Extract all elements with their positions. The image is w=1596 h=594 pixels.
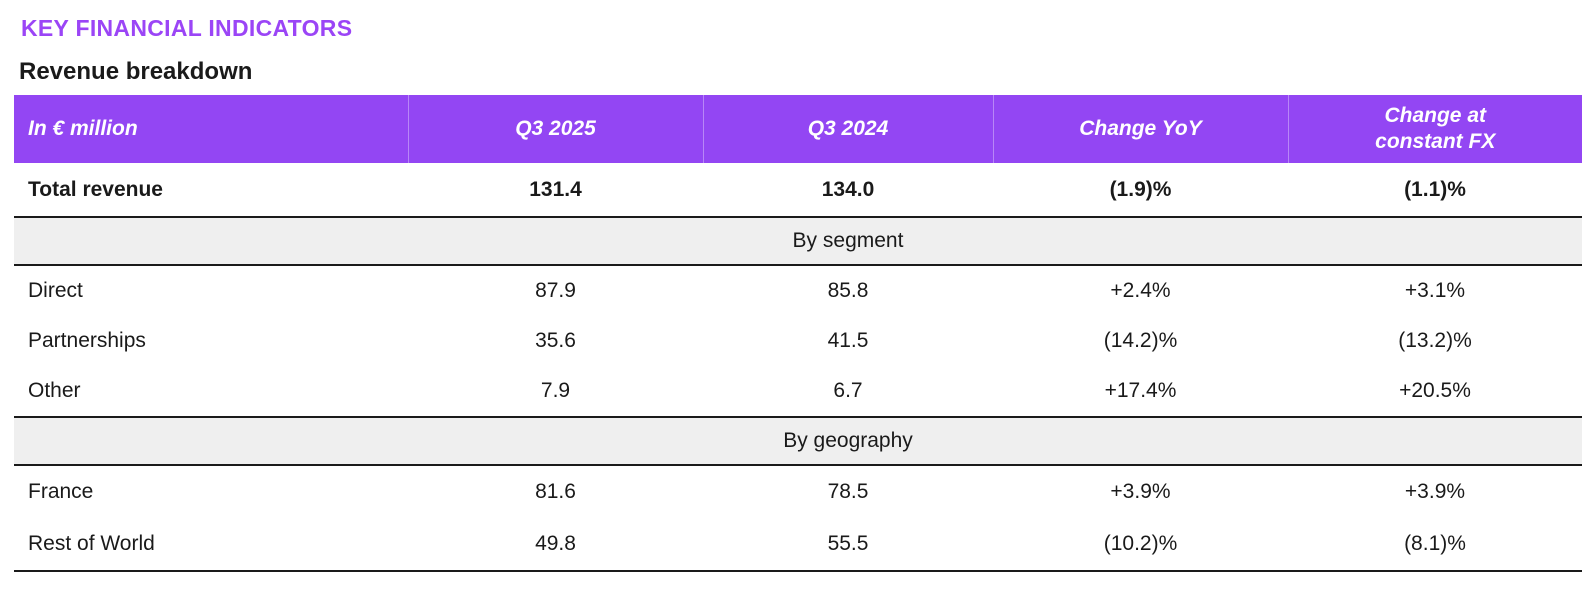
cell-q3-2024: 134.0 [821, 177, 875, 201]
cell-change-yoy: (14.2)% [1103, 329, 1178, 352]
section-label: By segment [703, 216, 993, 266]
cell-q3-2024: 85.8 [827, 279, 869, 302]
cell-change-yoy: +2.4% [1110, 279, 1171, 302]
table-row-rest-of-world: Rest of World 49.8 55.5 (10.2)% (8.1)% [14, 518, 1582, 572]
cell-change-constant-fx: (1.1)% [1404, 177, 1466, 201]
section-spacer [408, 416, 703, 466]
column-header-unit: In € million [14, 95, 408, 163]
cell-change-constant-fx: (13.2)% [1398, 329, 1472, 352]
cell-change-yoy: +17.4% [1104, 379, 1177, 402]
cell-q3-2025: 35.6 [535, 329, 576, 352]
section-row-by-segment: By segment [14, 216, 1582, 266]
cell-change-constant-fx: +20.5% [1399, 379, 1471, 402]
table-row-partnerships: Partnerships 35.6 41.5 (14.2)% (13.2)% [14, 316, 1582, 366]
section-label: By geography [703, 416, 993, 466]
cell-q3-2025: 81.6 [535, 480, 576, 503]
cell-change-constant-fx: (8.1)% [1288, 518, 1582, 572]
table-row-direct: Direct 87.9 85.8 +2.4% +3.1% [14, 265, 1582, 316]
cell-change-constant-fx: +3.1% [1404, 279, 1466, 302]
cell-q3-2024: 41.5 [827, 329, 869, 352]
column-header-change-constant-fx-label: Change at constant FX [1375, 103, 1496, 153]
revenue-breakdown-table: In € million Q3 2025 Q3 2024 Change YoY … [14, 95, 1582, 572]
row-label: Partnerships [28, 329, 146, 352]
section-spacer [993, 216, 1288, 266]
cell-q3-2025: 49.8 [408, 518, 703, 572]
section-spacer [1288, 416, 1582, 466]
cell-change-yoy: (10.2)% [993, 518, 1288, 572]
section-spacer [993, 416, 1288, 466]
section-spacer [408, 216, 703, 266]
row-label: Rest of World [14, 518, 408, 572]
cell-q3-2025: 131.4 [529, 177, 582, 201]
row-label: Direct [28, 279, 83, 302]
cell-q3-2024: 6.7 [833, 379, 863, 402]
cell-change-yoy: (1.9)% [1109, 177, 1172, 201]
section-spacer [14, 416, 408, 466]
column-header-q3-2025: Q3 2025 [407, 95, 703, 163]
section-spacer [14, 216, 408, 266]
cell-change-constant-fx: +3.9% [1404, 480, 1466, 503]
row-label: Total revenue [28, 177, 163, 201]
row-label: Other [28, 379, 81, 402]
table-row-other: Other 7.9 6.7 +17.4% +20.5% [14, 366, 1582, 417]
row-label: France [28, 480, 94, 503]
section-spacer [1288, 216, 1582, 266]
page-subtitle: Revenue breakdown [19, 58, 253, 85]
column-header-q3-2024: Q3 2024 [702, 95, 993, 163]
column-header-change-yoy: Change YoY [992, 95, 1288, 163]
cell-change-yoy: +3.9% [1110, 480, 1171, 503]
column-header-change-constant-fx: Change at constant FX [1287, 95, 1582, 163]
cell-q3-2025: 87.9 [535, 279, 576, 302]
table-header-row: In € million Q3 2025 Q3 2024 Change YoY … [14, 95, 1582, 163]
page-title: KEY FINANCIAL INDICATORS [21, 15, 353, 41]
cell-q3-2024: 55.5 [703, 518, 993, 572]
section-row-by-geography: By geography [14, 416, 1582, 466]
cell-q3-2024: 78.5 [827, 480, 869, 503]
total-revenue-row: Total revenue 131.4 134.0 (1.9)% (1.1)% [14, 163, 1582, 217]
financial-indicators-page: KEY FINANCIAL INDICATORS Revenue breakdo… [0, 14, 1596, 594]
table-row-france: France 81.6 78.5 +3.9% +3.9% [14, 465, 1582, 518]
cell-q3-2025: 7.9 [540, 379, 571, 402]
